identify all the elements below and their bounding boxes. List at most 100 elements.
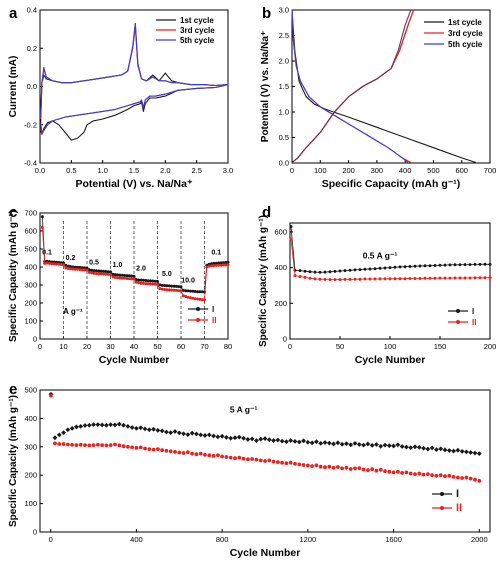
data-point-e [356, 442, 362, 447]
data-point-c [52, 262, 56, 266]
panel-d: d 0 50 100 150 200 0 200 400 600 Cycle Number Speci… [258, 204, 496, 366]
x-axis-label-b: Specific Capacity (mAh g⁻¹) [322, 178, 461, 190]
data-point-c [130, 277, 134, 281]
panel-label-b: b [262, 5, 271, 22]
data-point-e [374, 468, 379, 473]
data-point-d [413, 277, 417, 280]
data-point-c [198, 297, 202, 301]
x-tick-label-e: 1600 [385, 535, 402, 544]
data-point-e [438, 473, 443, 478]
y-tick-label-a: 0.2 [27, 44, 37, 53]
data-point-c [174, 284, 178, 288]
data-point-d [303, 275, 307, 279]
data-point-c [170, 288, 174, 292]
data-point-c [172, 284, 176, 288]
data-point-e [383, 469, 387, 474]
y-axis-label-c: Specific Capacity (mAh g⁻¹) [8, 210, 19, 342]
data-point-e [194, 452, 199, 457]
data-point-e [61, 442, 66, 446]
data-point-e [49, 393, 53, 398]
data-point-e [121, 444, 126, 449]
data-point-d [328, 270, 332, 274]
data-point-e [125, 423, 131, 429]
x-tick-label-c: 60 [177, 342, 185, 351]
data-point-c [125, 277, 129, 280]
data-point-c [92, 269, 96, 273]
x-tick-label-c: 20 [83, 342, 91, 351]
rate-label: 5.0 [162, 271, 172, 278]
data-point-e [370, 467, 374, 472]
data-point-c [193, 290, 197, 293]
data-point-e [331, 441, 336, 447]
y-tick-label-a: 0.4 [27, 6, 37, 15]
data-point-e [220, 454, 225, 459]
data-point-e [335, 440, 341, 446]
data-point-e [245, 437, 251, 442]
data-point-d [463, 263, 467, 267]
data-point-e [327, 464, 332, 469]
data-point-c [179, 289, 183, 293]
data-point-d [353, 268, 357, 272]
data-point-c [153, 282, 157, 286]
data-point-d [438, 263, 442, 267]
legend-label: II [212, 316, 216, 325]
data-point-c [83, 268, 87, 272]
x-tick-label-b: 600 [455, 166, 468, 175]
panel-c: c 0 10 20 30 40 50 60 70 80 0 100 200 300 400 500 600 700… [8, 204, 232, 366]
rate-label: 0.2 [66, 255, 76, 262]
data-point-c [174, 288, 178, 292]
data-point-e [206, 432, 212, 438]
data-point-e [404, 444, 409, 450]
data-point-c [69, 267, 72, 271]
data-point-d [303, 269, 307, 273]
data-point-e [443, 474, 447, 479]
data-point-e [91, 443, 96, 447]
data-point-c [87, 270, 91, 274]
data-point-e [138, 425, 144, 431]
data-point-e [159, 428, 165, 434]
data-point-c [102, 272, 105, 276]
data-point-e [198, 451, 203, 456]
x-tick-label-e: 400 [130, 535, 143, 544]
data-point-c [47, 261, 51, 265]
data-point-e [236, 434, 242, 440]
rate-label: 1.0 [113, 262, 123, 269]
x-tick-label-e: 2000 [471, 535, 488, 544]
data-point-c [219, 263, 223, 267]
data-point-e [232, 435, 238, 441]
x-tick-label-a: 0.0 [35, 166, 45, 175]
data-point-e [241, 456, 246, 461]
data-point-e [266, 437, 272, 443]
data-point-e [416, 444, 422, 450]
data-point-c [214, 261, 218, 265]
data-point-d [313, 270, 317, 274]
data-point-d [373, 277, 377, 281]
data-point-d [473, 262, 477, 266]
data-point-d [358, 277, 362, 281]
data-point-e [258, 436, 264, 442]
data-point-e [408, 445, 414, 451]
data-point-d [343, 269, 347, 273]
data-point-e [189, 430, 195, 436]
data-point-e [408, 471, 413, 476]
data-point-d [448, 263, 452, 267]
data-point-e [451, 475, 456, 479]
data-point-c [116, 273, 119, 277]
data-point-e [412, 444, 418, 450]
data-point-c [127, 277, 131, 281]
data-point-e [456, 475, 460, 480]
legend-label: 3rd cycle [448, 29, 483, 38]
data-point-c [144, 282, 148, 286]
data-point-e [353, 466, 357, 471]
data-point-e [417, 471, 422, 476]
data-point-d [408, 277, 412, 280]
series-line-b-3 [291, 9, 415, 163]
legend-label: I [472, 307, 474, 316]
data-point-e [96, 442, 100, 447]
y-tick-label-c: 100 [24, 317, 37, 326]
y-tick-label-d: 400 [274, 263, 287, 272]
data-point-d [358, 268, 362, 272]
data-point-e [426, 472, 430, 476]
data-point-e [391, 470, 396, 475]
data-point-e [309, 440, 315, 446]
